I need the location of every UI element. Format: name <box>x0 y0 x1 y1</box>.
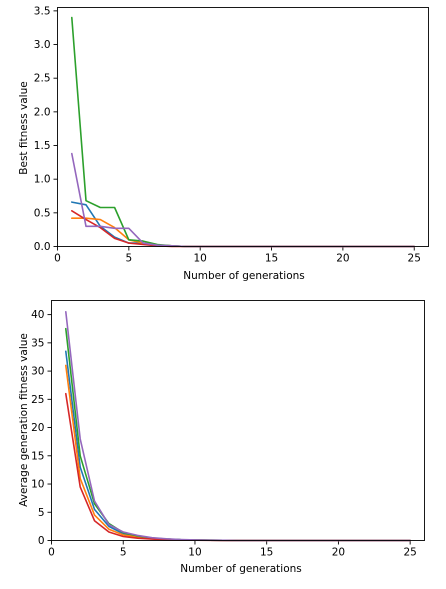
y-tick-label: 10 <box>31 479 44 491</box>
x-tick-label: 15 <box>260 547 273 559</box>
tick-layer: 0 5 10 15 20 25 0 5 10 15 20 25 30 35 40 <box>31 309 417 558</box>
y-tick-label: 5 <box>38 507 45 519</box>
y-tick-label: 3.0 <box>34 39 51 51</box>
y-tick-label: 20 <box>31 422 44 434</box>
series-layer <box>65 310 412 542</box>
y-tick-label: 30 <box>31 366 44 378</box>
x-tick-label: 15 <box>265 253 278 265</box>
series-line-1 <box>71 201 416 248</box>
series-line-2 <box>65 364 412 542</box>
y-axis-label: Best fitness value <box>18 81 30 174</box>
x-tick-label: 0 <box>54 253 61 265</box>
y-tick-label: 0 <box>38 535 45 547</box>
best-fitness-chart: Best fitness value Number of generations… <box>18 5 429 282</box>
plot-frame <box>57 7 429 247</box>
y-tick-label: 0.0 <box>34 241 51 253</box>
x-tick-label: 0 <box>48 547 55 559</box>
series-line-5 <box>65 310 412 542</box>
y-tick-label: 25 <box>31 394 44 406</box>
y-axis-label-group: Best fitness value <box>18 81 30 174</box>
plot-frame <box>51 300 425 541</box>
x-tick-label: 10 <box>194 253 207 265</box>
y-tick-label: 2.5 <box>34 73 51 85</box>
tick-layer: 0 5 10 15 20 25 0.0 0.5 1.0 1.5 2.0 2.5 3.0 3.5 <box>34 5 421 264</box>
series-line-2 <box>71 217 416 248</box>
y-tick-label: 0.5 <box>34 207 51 219</box>
series-line-3 <box>71 16 416 248</box>
y-tick-label: 15 <box>31 450 44 462</box>
y-tick-label: 1.0 <box>34 174 51 186</box>
x-tick-label: 20 <box>336 253 349 265</box>
y-tick-label: 35 <box>31 337 44 349</box>
x-tick-label: 25 <box>408 253 421 265</box>
x-tick-label: 25 <box>403 547 416 559</box>
x-tick-label: 10 <box>188 547 201 559</box>
y-tick-label: 1.5 <box>34 140 51 152</box>
series-line-4 <box>65 392 412 542</box>
x-axis-label: Number of generations <box>180 563 302 575</box>
series-line-5 <box>71 152 416 248</box>
y-tick-label: 3.5 <box>34 5 51 17</box>
series-line-3 <box>65 327 412 542</box>
x-axis-label: Number of generations <box>183 270 305 282</box>
y-tick-label: 2.0 <box>34 106 51 118</box>
average-fitness-chart: Average generation fitness value Number … <box>18 300 425 575</box>
x-tick-label: 20 <box>332 547 345 559</box>
x-tick-label: 5 <box>120 547 127 559</box>
x-tick-label: 5 <box>126 253 133 265</box>
y-axis-label: Average generation fitness value <box>18 333 30 507</box>
series-line-1 <box>65 350 412 542</box>
y-tick-label: 40 <box>31 309 44 321</box>
series-layer <box>71 16 416 248</box>
y-axis-label-group: Average generation fitness value <box>18 333 30 507</box>
